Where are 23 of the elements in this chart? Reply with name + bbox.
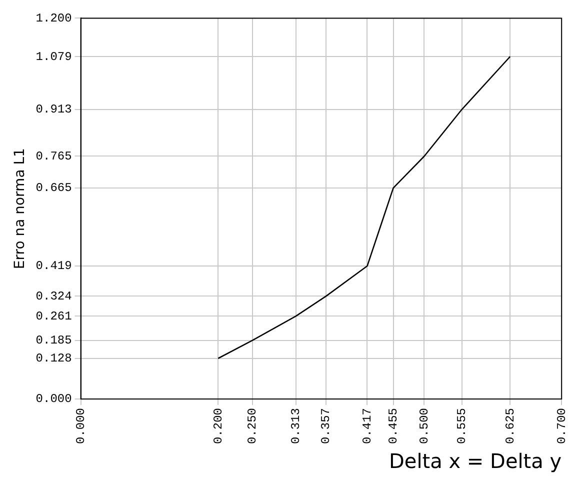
x-tick-label: 0.200: [211, 408, 226, 444]
y-tick-label: 0.765: [36, 149, 72, 164]
y-tick-label: 0.261: [36, 309, 72, 324]
x-axis-title: Delta x = Delta y: [389, 449, 562, 474]
x-tick-label: 0.417: [360, 408, 374, 444]
y-tick-label: 0.128: [36, 352, 72, 366]
x-tick-label: 0.313: [288, 408, 303, 444]
y-tick-label: 1.079: [36, 50, 72, 64]
y-tick-label: 0.000: [36, 392, 72, 406]
x-tick-label: 0.500: [417, 408, 432, 444]
y-tick-label: 0.324: [36, 289, 72, 304]
y-tick-label: 1.200: [36, 11, 72, 26]
y-tick-label: 0.419: [36, 259, 72, 274]
y-tick-label: 0.913: [36, 102, 72, 116]
y-axis-title: Erro na norma L1: [12, 148, 28, 270]
x-tick-label: 0.357: [319, 408, 334, 444]
y-tick-label: 0.665: [36, 181, 72, 196]
x-tick-label: 0.700: [554, 408, 569, 444]
x-tick-label: 0.455: [386, 408, 400, 444]
x-tick-label: 0.250: [246, 408, 260, 444]
y-tick-label: 0.185: [36, 333, 72, 348]
x-tick-label: 0.625: [503, 408, 518, 444]
x-tick-label: 0.555: [455, 408, 470, 444]
